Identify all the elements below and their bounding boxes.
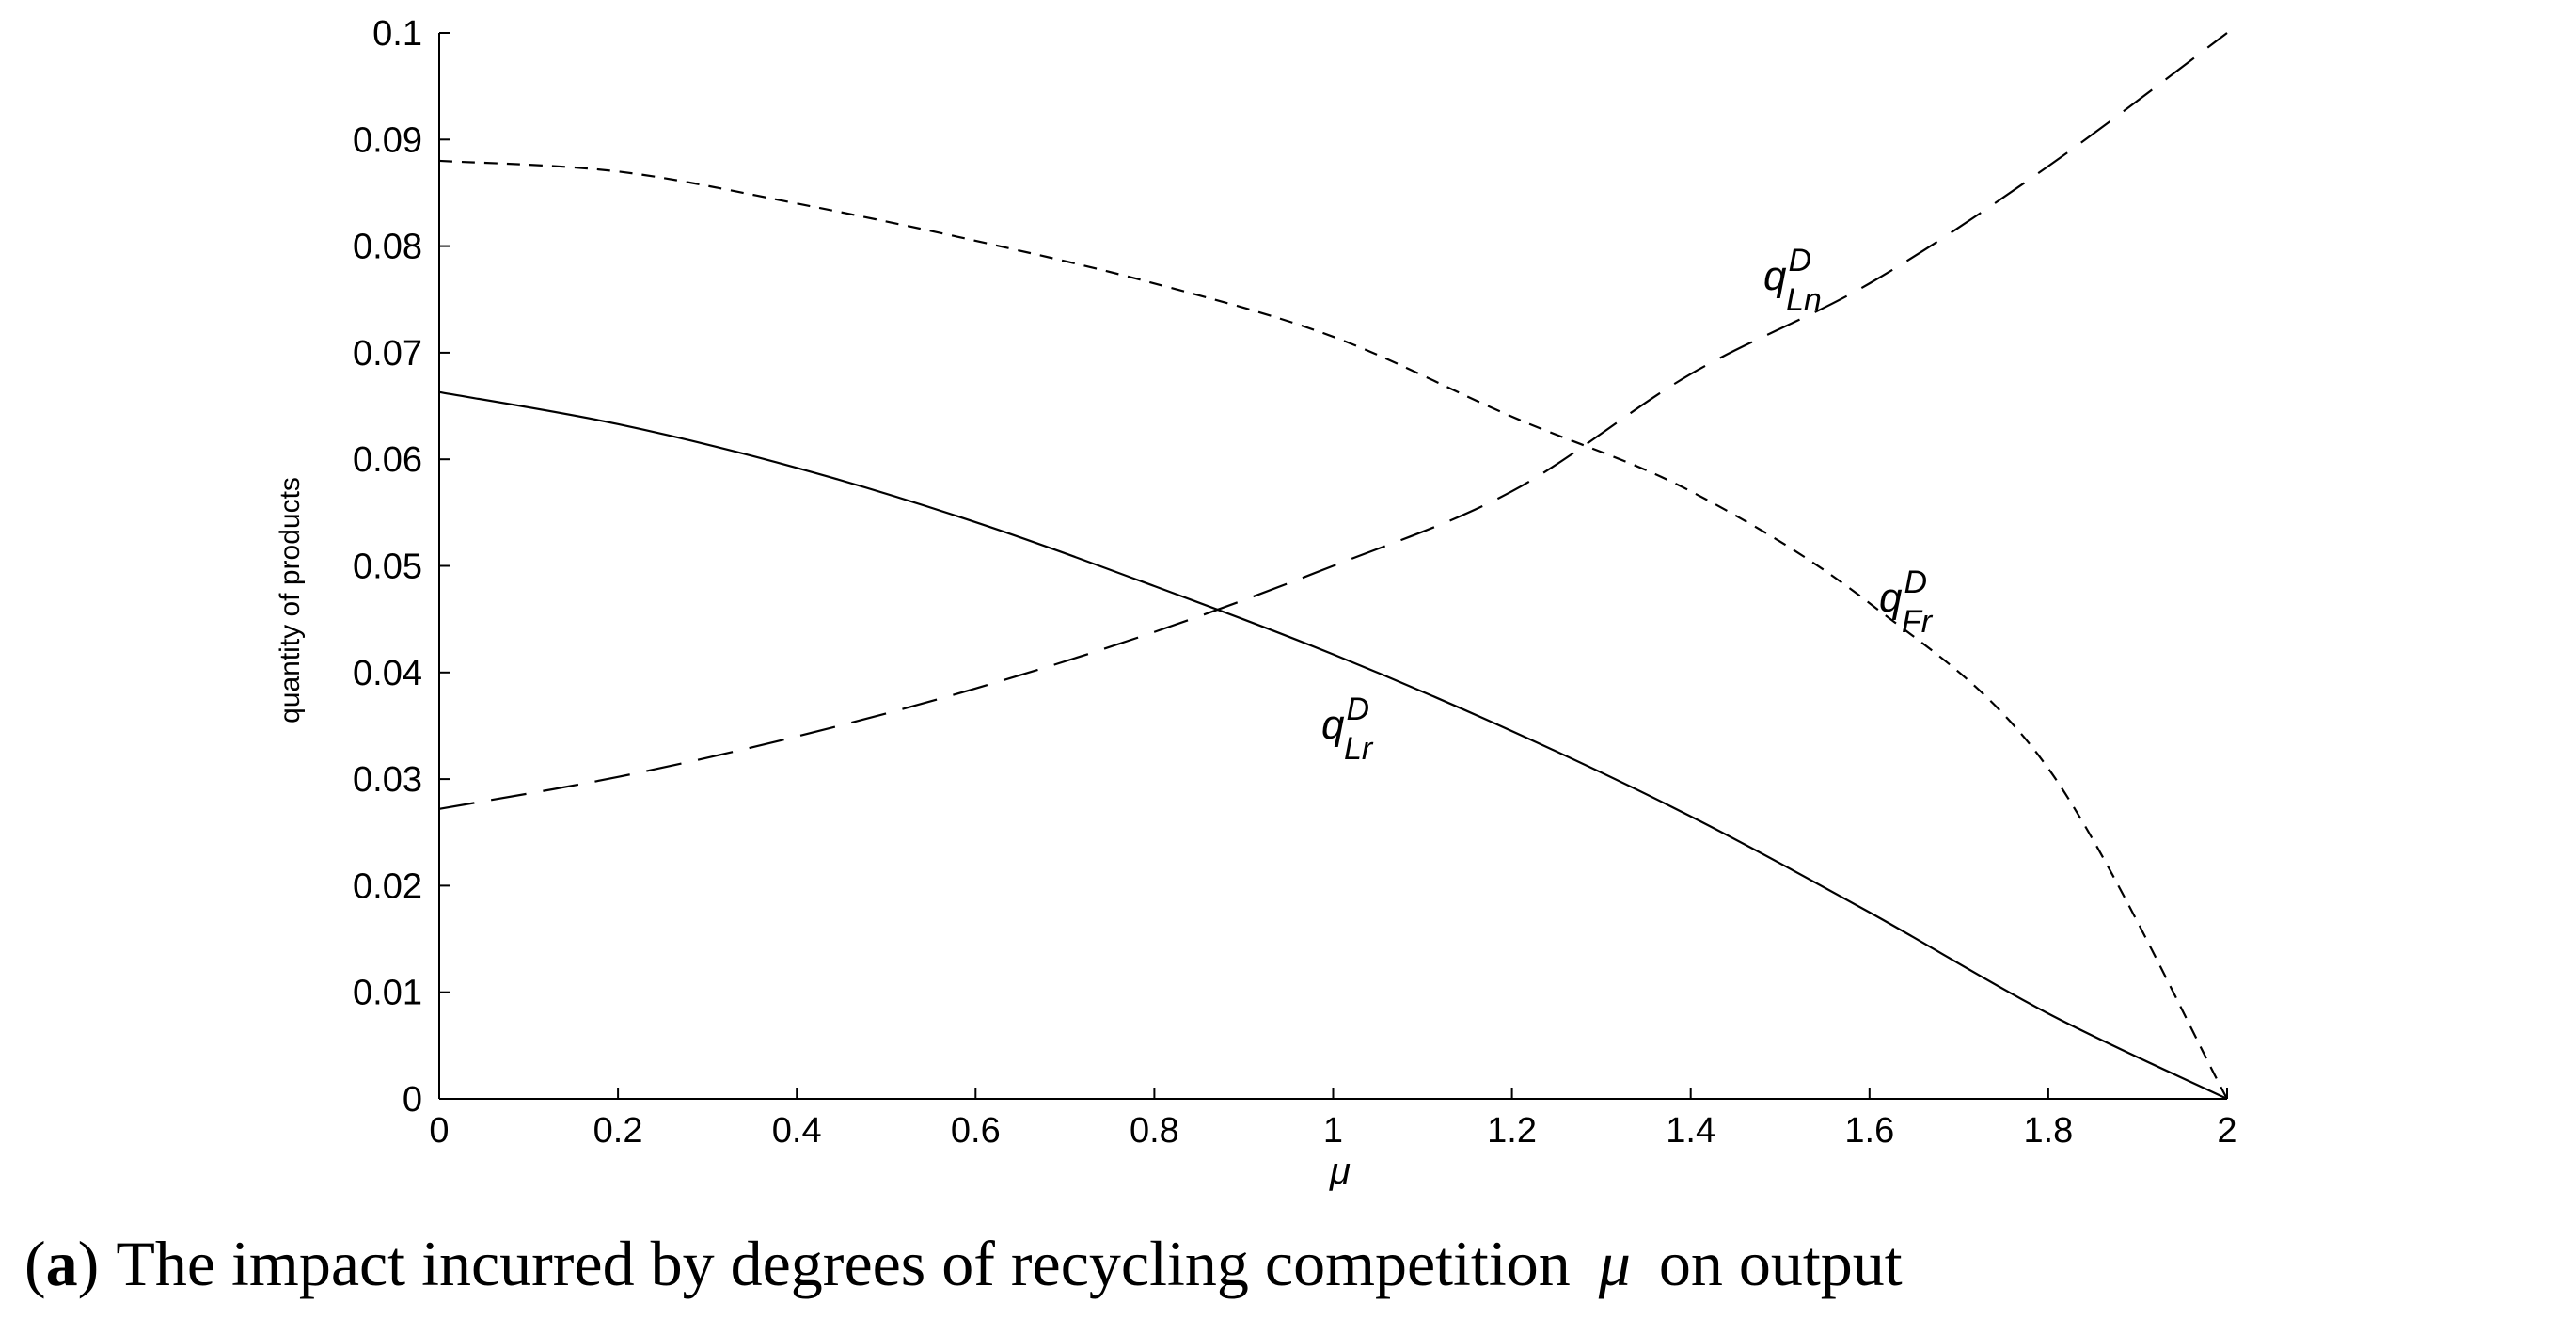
series-label-superscript: D bbox=[1788, 243, 1811, 278]
series-label-superscript: D bbox=[1904, 564, 1927, 600]
y-tick-label: 0 bbox=[403, 1080, 422, 1120]
y-tick-label: 0.1 bbox=[372, 14, 422, 54]
series-line-ln bbox=[439, 33, 2227, 809]
series-label-subscript: Fr bbox=[1902, 604, 1934, 640]
series-label-ln: qD Ln bbox=[1763, 243, 1822, 318]
y-tick-label: 0.09 bbox=[353, 120, 422, 160]
y-tick-label: 0.05 bbox=[353, 548, 422, 587]
series-label-base: q bbox=[1321, 702, 1345, 748]
series-label-base: q bbox=[1763, 253, 1787, 299]
series-label-fr: qD Fr bbox=[1879, 564, 1934, 640]
x-tick-label: 0.4 bbox=[772, 1111, 822, 1151]
x-tick-label: 2 bbox=[2217, 1111, 2236, 1151]
y-tick-label: 0.02 bbox=[353, 866, 422, 906]
series-label-superscript: D bbox=[1346, 691, 1369, 727]
y-axis-label: quantity of products bbox=[275, 477, 306, 723]
x-tick-label: 1.8 bbox=[2023, 1111, 2073, 1151]
y-tick-label: 0.04 bbox=[353, 654, 422, 693]
x-tick-label: 1.4 bbox=[1666, 1111, 1715, 1151]
x-tick-label: 1.2 bbox=[1487, 1111, 1537, 1151]
series-lines bbox=[439, 33, 2227, 1099]
series-label-lr: qD Lr bbox=[1321, 691, 1374, 767]
y-tick-label: 0.06 bbox=[353, 440, 422, 480]
x-tick-label: 0.8 bbox=[1130, 1111, 1179, 1151]
x-tick-label: 1.6 bbox=[1844, 1111, 1894, 1151]
series-label-subscript: Ln bbox=[1786, 282, 1822, 318]
caption-text: The impact incurred by degrees of recycl… bbox=[116, 1228, 1570, 1299]
y-tick-label: 0.08 bbox=[353, 228, 422, 267]
x-tick-label: 0 bbox=[429, 1111, 449, 1151]
series-line-fr bbox=[439, 161, 2227, 1099]
figure-caption: (a)The impact incurred by degrees of rec… bbox=[24, 1228, 1903, 1299]
y-tick-label: 0.03 bbox=[353, 760, 422, 800]
caption-symbol: μ bbox=[1598, 1228, 1631, 1299]
series-label-subscript: Lr bbox=[1344, 731, 1374, 767]
x-tick-label: 0.6 bbox=[951, 1111, 1001, 1151]
caption-prefix-close: ) bbox=[78, 1228, 100, 1299]
x-tick-label: 1 bbox=[1323, 1111, 1343, 1151]
y-tick-label: 0.01 bbox=[353, 974, 422, 1013]
x-tick-label: 0.2 bbox=[593, 1111, 643, 1151]
y-tick-label: 0.07 bbox=[353, 334, 422, 373]
x-axis-label: μ bbox=[1329, 1151, 1351, 1192]
tick-labels: 0 0.2 0.4 0.6 0.8 1 1.2 1.4 1.6 1.8 2 0 0.01 0.02 0.03… bbox=[353, 14, 2237, 1151]
caption-suffix: on output bbox=[1659, 1228, 1903, 1299]
caption-prefix-open: ( bbox=[24, 1228, 46, 1299]
caption-prefix-letter: a bbox=[46, 1228, 78, 1299]
series-label-base: q bbox=[1879, 575, 1903, 621]
